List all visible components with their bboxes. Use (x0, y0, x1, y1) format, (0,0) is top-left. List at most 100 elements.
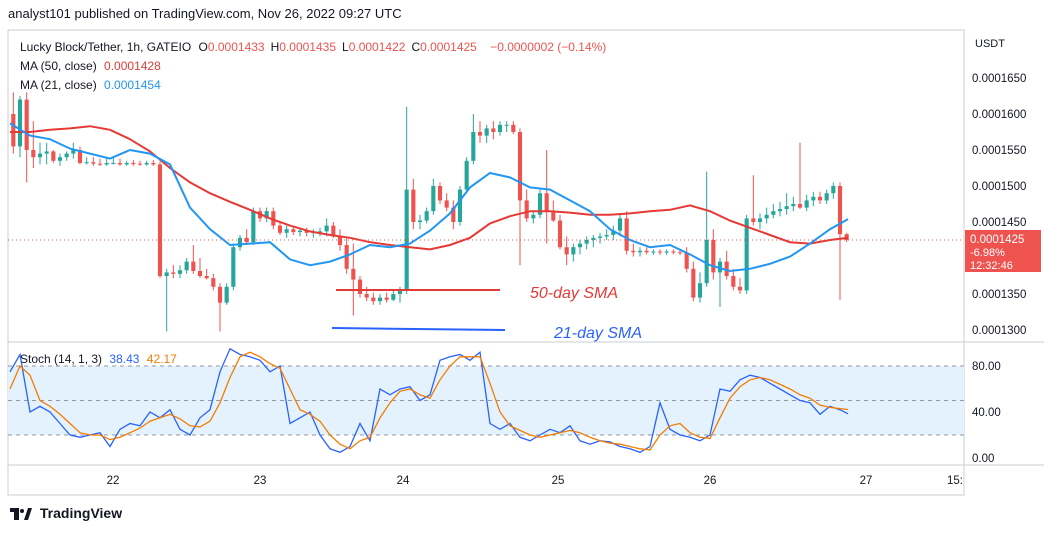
candle-body (677, 252, 683, 254)
candle-body (91, 162, 96, 164)
candle-body (337, 236, 343, 246)
candle-body (691, 268, 696, 298)
time-tick-label: 15: (947, 475, 963, 487)
candles-group (11, 92, 849, 332)
candle-body (711, 240, 716, 273)
candle-body (171, 272, 176, 274)
publish-header: analyst101 published on TradingView.com,… (8, 6, 402, 21)
candle-body (451, 207, 456, 222)
candle-body (664, 251, 669, 253)
candle-body (544, 193, 549, 212)
candle-body (297, 230, 303, 233)
stoch-legend: Stoch (14, 1, 3) 38.43 42.17 (20, 352, 181, 366)
change-value: −0.0000002 (−0.14%) (490, 40, 607, 54)
tradingview-brand[interactable]: TradingView (10, 505, 122, 521)
annotations-group: 50-day SMA 21-day SMA (331, 285, 642, 342)
stoch-tick-label: 0.00 (972, 453, 994, 465)
candle-body (764, 214, 769, 219)
candle-body (704, 240, 709, 284)
time-tick-label: 25 (552, 475, 565, 487)
candle-body (631, 250, 636, 253)
candle-body (151, 162, 156, 165)
candle-body (437, 186, 443, 201)
price-tag-countdown: 12:32:46 (970, 260, 1013, 272)
candle-body (397, 290, 403, 294)
candle-body (237, 237, 243, 248)
candle-body (504, 124, 509, 126)
candle-body (804, 200, 809, 208)
candle-body (777, 209, 783, 212)
candle-body (744, 218, 749, 291)
stoch-tick-label: 80.00 (972, 361, 1001, 373)
ohlc-o: O0.0001433 (198, 40, 265, 54)
price-tick-label: 0.0001300 (972, 325, 1026, 337)
ma-21-close-line (9, 122, 849, 273)
candle-body (111, 162, 116, 164)
candle-body (184, 261, 189, 271)
stoch-d-value: 42.17 (146, 352, 177, 366)
ma21-label: MA (21, close) (20, 78, 97, 92)
candle-body (824, 193, 829, 201)
candle-body (757, 218, 763, 222)
candle-body (624, 218, 629, 251)
price-tick-label: 0.0001650 (972, 73, 1026, 85)
candle-body (144, 162, 149, 165)
candle-body (491, 128, 496, 132)
candle-body (77, 150, 83, 163)
symbol-name: Lucky Block/Tether, 1h, GATEIO (20, 40, 192, 54)
candle-body (817, 196, 823, 201)
candle-body (771, 211, 776, 215)
candle-body (524, 200, 529, 219)
price-tick-label: 0.0001450 (972, 217, 1026, 229)
time-tick-label: 26 (704, 475, 717, 487)
candle-body (217, 286, 223, 303)
candle-body (791, 204, 796, 207)
candle-body (531, 214, 536, 219)
candle-body (551, 211, 556, 221)
candle-body (364, 294, 369, 298)
stoch-band-fill (8, 366, 964, 435)
price-tick-label: 0.0001600 (972, 109, 1026, 121)
tradingview-logo-icon (10, 508, 32, 521)
candle-body (331, 225, 336, 237)
candle-body (564, 247, 569, 255)
ma21-value: 0.0001454 (104, 78, 161, 92)
axes-group: USDT 0.0001650 0.0001600 0.0001550 0.0001500… (107, 38, 1041, 487)
candle-body (391, 294, 396, 300)
candle-body (431, 186, 436, 212)
candle-body (484, 128, 489, 136)
candle-body (684, 252, 689, 269)
candle-body (511, 124, 516, 132)
candle-body (264, 211, 269, 219)
candle-body (277, 225, 283, 233)
candle-body (284, 229, 289, 233)
stoch-band (8, 365, 964, 436)
candle-body (371, 297, 376, 302)
ohlc-h: H0.0001435 (270, 40, 337, 54)
candle-body (177, 270, 183, 274)
candle-body (204, 276, 209, 279)
price-tag: 0.0001425-6.98%12:32:46 (965, 230, 1041, 272)
stoch-tick-label: 40.00 (972, 407, 1001, 419)
candle-body (611, 230, 616, 235)
candle-body (717, 261, 723, 273)
candle-body (637, 250, 643, 253)
candle-body (211, 278, 216, 287)
candle-body (304, 230, 309, 233)
candle-body (97, 163, 103, 165)
ma-50-close-line (10, 125, 849, 251)
candle-body (44, 151, 49, 154)
candle-body (737, 286, 743, 291)
price-tag-change: -6.98% (970, 247, 1005, 259)
ohlc-c: C0.0001425 (411, 40, 477, 54)
price-tag-value: 0.0001425 (970, 234, 1024, 246)
candle-body (584, 240, 589, 244)
candle-body (251, 211, 256, 243)
candle-body (351, 268, 356, 280)
candle-body (837, 186, 843, 235)
price-tick-label: 0.0001350 (972, 289, 1026, 301)
candle-body (51, 151, 56, 161)
candle-body (377, 297, 383, 302)
symbol-legend: Lucky Block/Tether, 1h, GATEIO O0.000143… (20, 40, 610, 54)
